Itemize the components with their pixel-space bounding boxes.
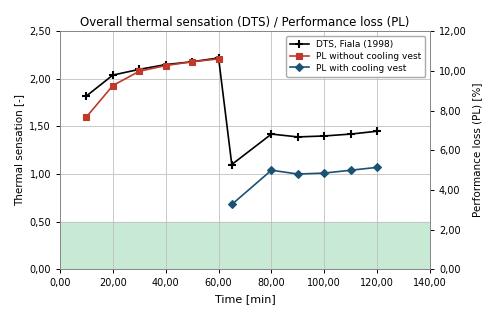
PL without cooling vest [162,64,168,67]
Bar [60,222,430,269]
PL without cooling vest [136,69,142,73]
DTS, Fiala (1998) [348,132,354,136]
PL without cooling vest [110,84,116,87]
PL with cooling vest [295,172,301,176]
DTS, Fiala (1998) [374,129,380,133]
DTS, Fiala (1998) [136,68,142,71]
DTS, Fiala (1998) [110,73,116,77]
DTS, Fiala (1998) [189,60,195,64]
PL without cooling vest [84,115,89,119]
PL with cooling vest [229,203,235,206]
Y-axis label: Performance loss (PL) [%]: Performance loss (PL) [%] [472,83,482,218]
Title: Overall thermal sensation (DTS) / Performance loss (PL): Overall thermal sensation (DTS) / Perfor… [80,16,409,29]
PL with cooling vest [348,168,354,172]
Y-axis label: Thermal sensation [-]: Thermal sensation [-] [14,94,24,206]
Legend: DTS, Fiala (1998), PL without cooling vest, PL with cooling vest: DTS, Fiala (1998), PL without cooling ve… [286,36,426,77]
PL with cooling vest [268,168,274,172]
DTS, Fiala (1998) [322,134,328,138]
PL with cooling vest [322,171,328,175]
DTS, Fiala (1998) [229,163,235,167]
X-axis label: Time [min]: Time [min] [214,294,276,304]
DTS, Fiala (1998) [84,94,89,98]
DTS, Fiala (1998) [216,56,222,60]
PL without cooling vest [216,57,222,61]
Line: PL without cooling vest: PL without cooling vest [84,56,222,120]
PL without cooling vest [189,60,195,64]
DTS, Fiala (1998) [162,63,168,66]
DTS, Fiala (1998) [295,135,301,139]
DTS, Fiala (1998) [268,132,274,136]
Line: PL with cooling vest: PL with cooling vest [229,165,380,207]
PL with cooling vest [374,166,380,169]
Line: DTS, Fiala (1998): DTS, Fiala (1998) [82,54,382,169]
